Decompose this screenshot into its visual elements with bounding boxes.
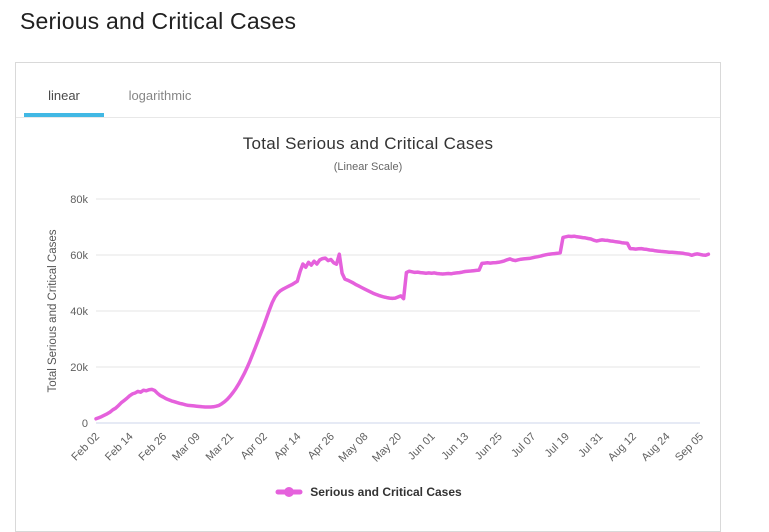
y-tick-label: 60k — [70, 250, 88, 262]
legend-marker-icon — [275, 487, 303, 497]
x-tick-label: Feb 14 — [103, 431, 136, 464]
x-tick-label: May 20 — [370, 431, 404, 465]
series-line — [94, 234, 711, 421]
y-tick-label: 0 — [82, 418, 88, 430]
x-tick-label: Jun 01 — [406, 431, 438, 463]
x-tick-label: Feb 26 — [137, 431, 170, 464]
x-tick-label: Mar 09 — [170, 431, 203, 464]
x-tick-label: Jun 13 — [439, 431, 471, 463]
tab-linear[interactable]: linear — [24, 88, 104, 117]
x-tick-label: Jun 25 — [473, 431, 505, 463]
scale-tabs: linear logarithmic — [16, 63, 720, 118]
page-title: Serious and Critical Cases — [20, 8, 297, 34]
chart-subtitle: (Linear Scale) — [333, 161, 403, 173]
x-tick-label: May 08 — [337, 431, 371, 465]
legend-label: Serious and Critical Cases — [310, 485, 462, 499]
x-tick-label: Jul 07 — [509, 431, 538, 460]
x-tick-label: Apr 26 — [306, 431, 337, 462]
x-tick-label: Aug 24 — [639, 431, 672, 464]
tab-logarithmic[interactable]: logarithmic — [128, 88, 192, 103]
y-tick-label: 40k — [70, 306, 88, 318]
x-tick-label: Apr 14 — [272, 431, 303, 462]
chart-card: linear logarithmic Total Serious and Cri… — [15, 62, 721, 532]
x-tick-label: Apr 02 — [238, 431, 269, 462]
x-tick-label: Sep 05 — [673, 431, 706, 464]
x-tick-label: Mar 21 — [204, 431, 237, 464]
chart-canvas: 0 20k 40k 60k 80k Feb 02 Feb 14 Feb 26 Mar 09 Mar… — [47, 194, 711, 465]
legend-item[interactable]: Serious and Critical Cases — [16, 485, 720, 499]
x-tick-label: Aug 12 — [606, 431, 639, 464]
x-tick-label: Jul 19 — [543, 431, 572, 460]
x-tick-label: Feb 02 — [69, 431, 102, 464]
x-tick-label: Jul 31 — [576, 431, 605, 460]
y-tick-label: 20k — [70, 362, 88, 374]
chart-title: Total Serious and Critical Cases — [242, 134, 494, 153]
y-tick-label: 80k — [70, 194, 88, 206]
y-axis-title: Total Serious and Critical Cases — [47, 229, 59, 392]
